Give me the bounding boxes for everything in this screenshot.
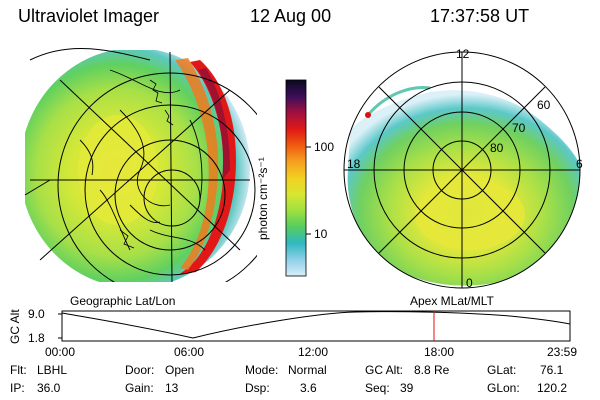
altitude-tick-low: 1.8 <box>28 331 45 345</box>
field-gain-value: 13 <box>165 381 179 395</box>
field-glat-value: 76.1 <box>540 363 564 377</box>
time-tick-0000: 00:00 <box>45 345 76 359</box>
field-seq-key: Seq: <box>365 381 390 395</box>
mlat-label-60: 60 <box>537 98 551 112</box>
field-door-key: Door: <box>125 363 155 377</box>
observation-date: 12 Aug 00 <box>250 6 332 26</box>
time-tick-1200: 12:00 <box>298 345 329 359</box>
instrument-title: Ultraviolet Imager <box>18 6 160 26</box>
field-glon-value: 120.2 <box>537 381 568 395</box>
colorbar-tick-100: 100 <box>314 140 335 154</box>
geographic-image <box>25 50 257 282</box>
field-flt-value: LBHL <box>37 363 68 377</box>
mlt-label-6: 6 <box>576 157 583 171</box>
observation-time: 17:37:58 UT <box>430 6 530 26</box>
altitude-axis-label: GC Alt <box>8 309 22 344</box>
colorbar <box>285 79 311 277</box>
field-ip-value: 36.0 <box>37 381 61 395</box>
satellite-footpoint-marker <box>365 112 371 118</box>
field-door-value: Open <box>165 363 195 377</box>
colorbar-unit-label: photon cm⁻²s⁻¹ <box>256 157 270 240</box>
field-ip-key: IP: <box>10 381 25 395</box>
time-tick-1800: 18:00 <box>424 345 455 359</box>
time-tick-2359: 23:59 <box>547 345 578 359</box>
mlat-label-70: 70 <box>512 121 526 135</box>
mlt-label-0: 0 <box>466 276 473 290</box>
field-gcalt-key: GC Alt: <box>365 363 404 377</box>
altitude-curve <box>61 311 571 339</box>
field-glon-key: GLon: <box>487 381 520 395</box>
time-tick-0600: 06:00 <box>174 345 205 359</box>
field-glat-key: GLat: <box>487 363 517 377</box>
apex-image <box>347 85 580 286</box>
right-panel-label: Apex MLat/MLT <box>410 294 494 308</box>
colorbar-tick-10: 10 <box>314 227 328 241</box>
field-flt-key: Flt: <box>10 363 27 377</box>
field-dsp-value: 3.6 <box>300 381 317 395</box>
field-mode-value: Normal <box>288 363 327 377</box>
field-dsp-key: Dsp: <box>245 381 270 395</box>
field-gain-key: Gain: <box>125 381 154 395</box>
field-mode-key: Mode: <box>245 363 279 377</box>
field-gcalt-value: 8.8 Re <box>414 363 450 377</box>
mlt-label-12: 12 <box>456 47 470 61</box>
altitude-plot <box>58 310 571 342</box>
mlt-label-18: 18 <box>347 157 361 171</box>
field-seq-value: 39 <box>400 381 414 395</box>
mlat-label-80: 80 <box>490 141 504 155</box>
coastline-overlay <box>79 69 206 251</box>
altitude-tick-high: 9.0 <box>28 307 45 321</box>
left-panel-label: Geographic Lat/Lon <box>70 294 176 308</box>
